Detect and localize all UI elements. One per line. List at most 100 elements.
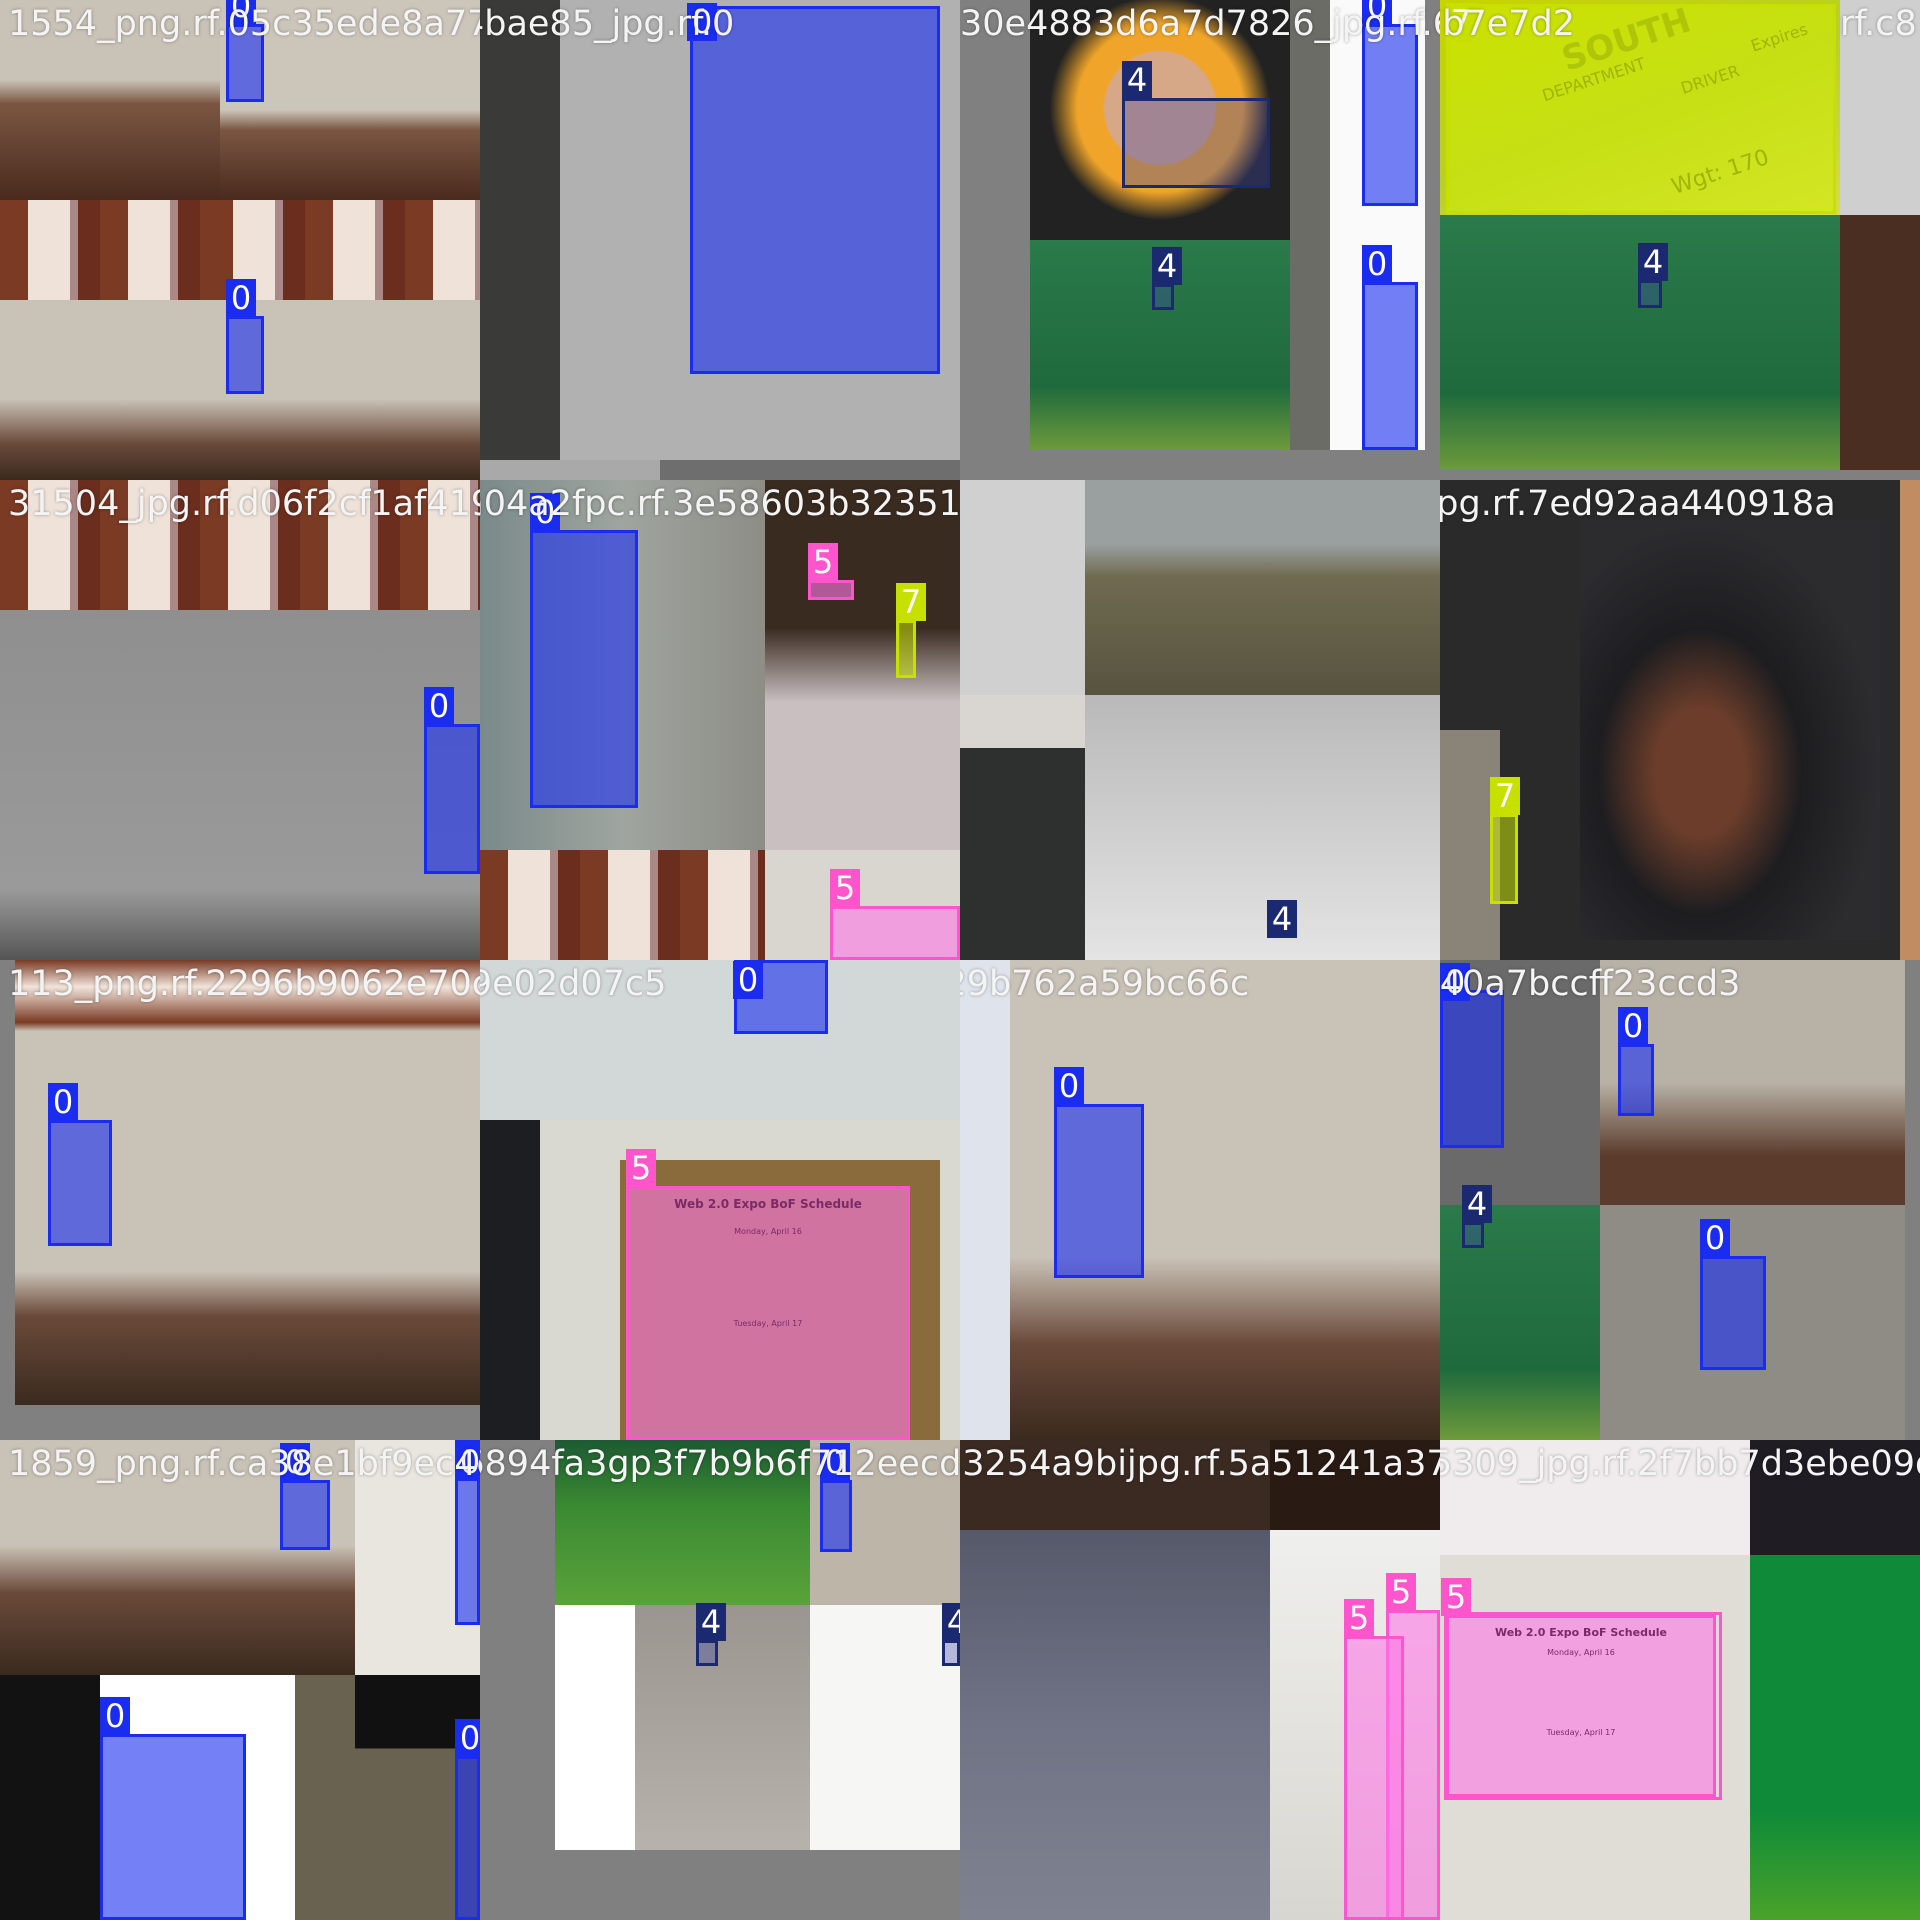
class-label: 0 <box>733 961 763 999</box>
detection-box: 5 <box>830 869 960 960</box>
poster-day: Tuesday, April 17 <box>733 1319 803 1328</box>
tile-filename: 1859_png.rf.ca38e1bf9ec4d <box>8 1444 480 1484</box>
detection-box: 0 <box>1362 0 1418 206</box>
tile-filename: 1554_png.rf.05c35ede8a77c1ac9ab7c8c4bae8… <box>8 4 480 44</box>
class-label: 0 <box>226 279 256 317</box>
tile-filename: fac9ab7c8c4bae85_jpg.rf.0 <box>480 4 735 44</box>
tile-filename: 31504_jpg.rf.d06f2cf1af41980 <box>8 484 480 524</box>
tile-8: 7 7848_jpg.rf.7ed92aa440918a <box>1440 480 1920 960</box>
class-label: 7 <box>1490 777 1520 815</box>
class-label: 0 <box>424 687 454 725</box>
person-photo <box>1030 0 1290 240</box>
tile-filename: 8a04a2fpc.rf.3e58603b32351b0d28c36f6da70… <box>480 484 960 524</box>
detection-box: 0 <box>100 1697 246 1920</box>
detection-box: 0 <box>455 1719 480 1920</box>
detection-box <box>1444 1612 1722 1800</box>
tile-2: 0 fac9ab7c8c4bae85_jpg.rf.0 <box>480 0 960 480</box>
class-label: 5 <box>1344 1599 1374 1637</box>
poster-title: Web 2.0 Expo BoF Schedule <box>1494 1626 1668 1639</box>
detection-box: 0 <box>733 960 828 1034</box>
tile-15: 5 5 33254a9bijpg.rf.5a51241a3779 <box>960 1440 1440 1920</box>
detection-box: 0 <box>1362 245 1418 450</box>
tile-3: 4 4 0 0 30e4883d6a7d7826_jpg.rf.6 <box>960 0 1440 480</box>
detection-box: 0 <box>226 0 264 102</box>
class-label: 4 <box>1638 243 1668 281</box>
detection-box: 0 <box>1054 1067 1144 1278</box>
class-label: 4 <box>942 1603 960 1641</box>
class-label: 5 <box>1441 1578 1471 1616</box>
detection-box: 7 <box>896 583 926 678</box>
detection-box: 0 <box>1440 963 1504 1148</box>
class-label: 5 <box>1386 1573 1416 1611</box>
detection-box: 0 <box>48 1083 112 1246</box>
detection-box: 4 <box>696 1603 726 1666</box>
tile-filename: 76894fa3gp3f7b9b6f712eecdb2a <box>480 1444 960 1484</box>
tile-filename: 113_png.rf.2296b9062e70c2824b61e4feba5 <box>8 964 480 1004</box>
class-label: 0 <box>455 1443 480 1481</box>
class-label: 5 <box>626 1149 656 1187</box>
class-label: 0 <box>1618 1007 1648 1045</box>
class-label: 4 <box>1267 900 1297 938</box>
class-label: 0 <box>1362 0 1392 25</box>
tile-7: 4 <box>960 480 1440 960</box>
class-label: 0 <box>530 493 560 531</box>
class-label: 0 <box>48 1083 78 1121</box>
detection-box: 7 <box>1446 3 1836 214</box>
tile-filename: 5309_jpg.rf.2f7bb7d3ebe09d5b <box>1440 1444 1920 1484</box>
tile-filename: rf.c8 <box>1840 4 1917 44</box>
detection-box: 0 <box>455 1440 480 1625</box>
class-label: 0 <box>820 1443 850 1481</box>
class-label: 4 <box>1152 247 1182 285</box>
detection-box: 0 <box>530 493 638 808</box>
detection-box: 0 <box>1700 1219 1766 1370</box>
tile-1: 0 0 1554_png.rf.05c35ede8a77c1ac9ab7c8c4… <box>0 0 480 480</box>
tile-filename: 7991ce9e02d07c5 <box>480 964 667 1004</box>
detection-box: 0 <box>424 687 480 874</box>
poster-day: Monday, April 16 <box>734 1227 802 1236</box>
class-label: 4 <box>1122 61 1152 99</box>
tile-filename: 7b7e7d2 <box>1440 4 1576 44</box>
tile-filename: pd29b762a59bc66c <box>960 964 1250 1004</box>
tile-9: 0 113_png.rf.2296b9062e70c2824b61e4feba5 <box>0 960 480 1440</box>
tile-13: 0 0 0 0 1859_png.rf.ca38e1bf9ec4d <box>0 1440 480 1920</box>
poster-day: Monday, April 16 <box>1547 1648 1615 1657</box>
detection-box: 7 <box>1490 777 1520 904</box>
detection-box: 5 <box>808 543 854 600</box>
tile-5: 0 31504_jpg.rf.d06f2cf1af41980 <box>0 480 480 960</box>
tile-6: 0 5 7 5 8a04a2fpc.rf.3e58603b32351b0d28c… <box>480 480 960 960</box>
detection-box: 0 <box>820 1443 852 1552</box>
class-label: 0 <box>455 1719 480 1757</box>
class-label: 0 <box>1362 245 1392 283</box>
detection-box: 0 <box>1618 1007 1654 1116</box>
detection-box: 0 <box>687 3 940 374</box>
class-label: 0 <box>100 1697 130 1735</box>
class-label: 0 <box>1054 1067 1084 1105</box>
tile-11: 0 pd29b762a59bc66c <box>960 960 1440 1440</box>
class-label: 0 <box>687 3 717 41</box>
tile-filename: 30e4883d6a7d7826_jpg.rf.6 <box>960 4 1440 44</box>
class-label: 0 <box>1700 1219 1730 1257</box>
class-label: 7 <box>1446 3 1476 41</box>
tile-16: 5 Web 2.0 Expo BoF Schedule Monday, Apri… <box>1440 1440 1920 1920</box>
detection-box: 4 <box>1122 61 1270 188</box>
poster-day: Tuesday, April 17 <box>1546 1728 1616 1737</box>
tile-4: SOUTH DEPARTMENT DRIVER Wgt: 170 Expires… <box>1440 0 1920 480</box>
tile-12: 0 0 4 0 8f7e4f62040a7bccff23ccd3 <box>1440 960 1920 1440</box>
class-label: 4 <box>1462 1185 1492 1223</box>
detection-box: 4 <box>942 1603 960 1666</box>
class-label: 5 <box>808 543 838 581</box>
poster-title: Web 2.0 Expo BoF Schedule <box>674 1197 862 1211</box>
detection-box: 5 Web 2.0 Expo BoF Schedule Monday, Apri… <box>1441 1578 1716 1797</box>
detection-box: 5 Web 2.0 Expo BoF Schedule Monday, Apri… <box>626 1149 910 1440</box>
class-label: 0 <box>226 0 256 25</box>
detection-box: 0 <box>280 1443 330 1550</box>
detection-box: 4 <box>1462 1185 1492 1248</box>
class-label: 5 <box>830 869 860 907</box>
class-label: 0 <box>1440 963 1470 1001</box>
detection-box: 5 <box>1344 1599 1404 1920</box>
class-label: 0 <box>280 1443 310 1481</box>
tile-filename: 8f7e4f62040a7bccff23ccd3 <box>1440 964 1741 1004</box>
class-label: 7 <box>896 583 926 621</box>
tile-10: 0 5 Web 2.0 Expo BoF Schedule Monday, Ap… <box>480 960 960 1440</box>
